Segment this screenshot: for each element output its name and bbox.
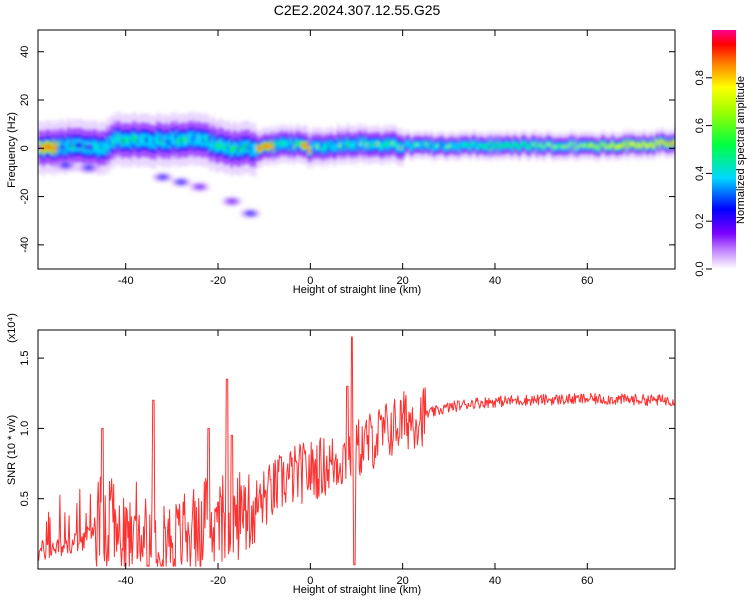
- snr-xtick-label: -40: [118, 575, 134, 587]
- colorbar-tick-label: 0.0: [694, 261, 706, 276]
- spectrogram-xlabel: Height of straight line (km): [293, 284, 421, 296]
- spectrogram-xtick-label: 40: [489, 275, 501, 287]
- spectrogram-image: [38, 110, 675, 218]
- spectrogram-ridge: [38, 110, 675, 178]
- spectrogram-ytick-label: 40: [19, 46, 31, 58]
- colorbar-tick-label: 0.8: [694, 70, 706, 85]
- snr-panel: -40 -20 0 20 40 60 1.5 1.0 0.5 Height of straigh…: [6, 313, 676, 596]
- spectrogram-ylabel: Frequency (Hz): [6, 112, 18, 188]
- spectrogram-xtick-label: 0: [307, 275, 313, 287]
- snr-ytick-label: 1.5: [19, 350, 31, 365]
- snr-xtick-label: 60: [581, 575, 593, 587]
- snr-series-line: [38, 336, 675, 567]
- figure-title: C2E2.2024.307.12.55.G25: [274, 2, 441, 18]
- spectrogram-ytick-label: 0: [19, 145, 31, 151]
- spectrogram-ytick-label: 20: [19, 94, 31, 106]
- spectrogram-ytick-label: -40: [19, 237, 31, 253]
- spectrogram-frame: [37, 29, 676, 270]
- snr-y-exponent: (x10⁴): [6, 313, 18, 343]
- colorbar-gradient: [712, 30, 736, 269]
- spectrogram-xtick-label: 20: [397, 275, 409, 287]
- snr-xtick-label: 0: [307, 575, 313, 587]
- snr-ticks: -40 -20 0 20 40 60 1.5 1.0 0.5: [19, 330, 675, 587]
- snr-xtick-label: 40: [489, 575, 501, 587]
- spectrogram-ytick-label: -20: [19, 189, 31, 205]
- spectrogram-xtick-label: -20: [210, 275, 226, 287]
- snr-ylabel: SNR (10 * v/v): [6, 415, 18, 485]
- colorbar-tick-label: 0.2: [694, 214, 706, 229]
- spectrogram-ticks: -40 -20 0 20 40 60 40 20 0 -20 -40: [19, 30, 675, 287]
- snr-ytick-label: 0.5: [19, 491, 31, 506]
- colorbar-ticks: 0.0 0.2 0.4 0.6 0.8: [694, 70, 712, 277]
- spectrogram-panel: -40 -20 0 20 40 60 40 20 0 -20 -40 Height of strai…: [6, 29, 676, 296]
- colorbar: 0.0 0.2 0.4 0.6 0.8 Normalized spectral ampl…: [694, 30, 747, 277]
- colorbar-tick-label: 0.4: [694, 166, 706, 181]
- spectrogram-xtick-label: -40: [118, 275, 134, 287]
- colorbar-tick-label: 0.6: [694, 118, 706, 133]
- snr-ytick-label: 1.0: [19, 421, 31, 436]
- snr-xtick-label: 20: [397, 575, 409, 587]
- spectrogram-xtick-label: 60: [581, 275, 593, 287]
- snr-frame: [37, 329, 676, 570]
- snr-xlabel: Height of straight line (km): [293, 584, 421, 596]
- colorbar-label: Normalized spectral amplitude: [735, 76, 747, 224]
- snr-xtick-label: -20: [210, 575, 226, 587]
